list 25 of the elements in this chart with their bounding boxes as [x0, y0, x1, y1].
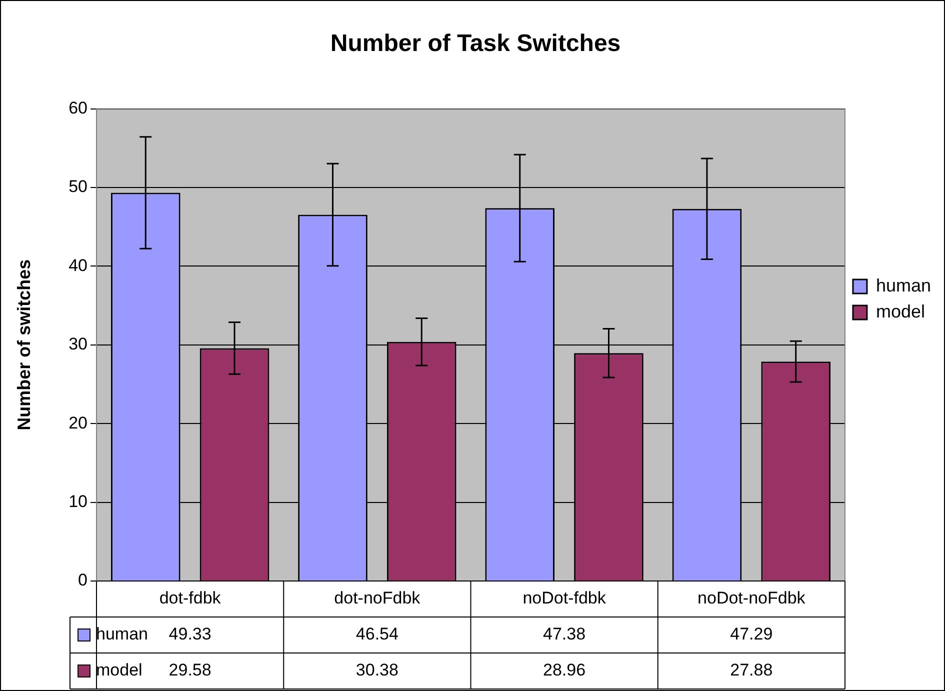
data-label: 27.88: [730, 660, 773, 680]
y-tick-label: 20: [68, 413, 88, 432]
data-label: 49.33: [168, 624, 212, 644]
data-label: 47.38: [543, 624, 586, 644]
x-tick-label: dot-fdbk: [159, 588, 222, 608]
y-tick-label: 30: [68, 334, 88, 354]
y-axis-title: Number of switches: [14, 259, 34, 430]
y-tick-label: 10: [68, 492, 88, 511]
x-tick-label: dot-noFdbk: [334, 588, 421, 608]
y-tick-label: 60: [68, 98, 88, 118]
legend-label: model: [876, 301, 925, 322]
legend-label: human: [96, 624, 148, 644]
text: human: [876, 275, 932, 296]
text: model: [96, 660, 142, 680]
x-tick-label: noDot-fdbk: [522, 588, 606, 608]
data-label: 29.58: [168, 660, 212, 680]
y-tick-label: 50: [68, 177, 88, 196]
data-label: 30.38: [356, 660, 398, 680]
y-tick-label: 40: [68, 256, 88, 275]
data-label: 46.54: [356, 624, 398, 644]
data-label: 47.29: [730, 624, 773, 644]
data-label: 28.96: [543, 660, 586, 680]
chart-title: Number of Task Switches: [330, 30, 621, 58]
y-tick-label: 0: [78, 570, 88, 590]
x-tick-label: noDot-noFdbk: [698, 588, 806, 608]
